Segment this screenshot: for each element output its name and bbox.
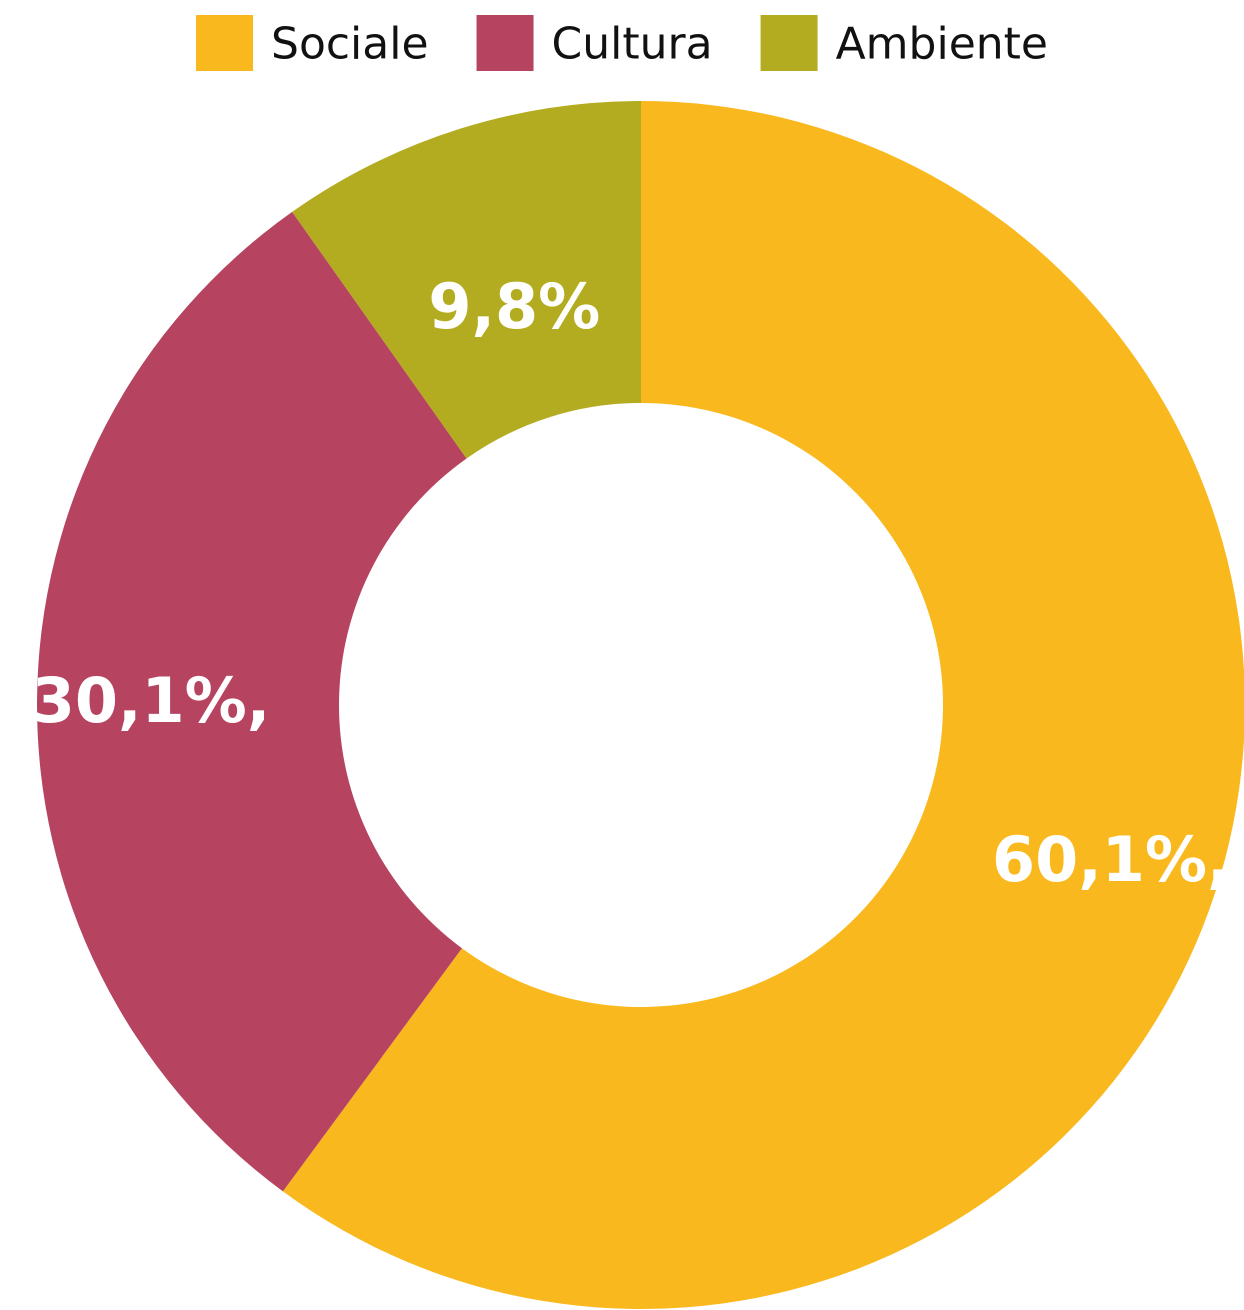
legend-item-ambiente: Ambiente [760, 15, 1048, 71]
slice-cultura [37, 211, 467, 1192]
legend-item-sociale: Sociale [196, 15, 429, 71]
data-label-cultura: 30,1%, [32, 664, 271, 737]
slice-ambiente [292, 101, 641, 459]
legend-label-cultura: Cultura [552, 19, 713, 70]
data-label-ambiente: 9,8% [428, 270, 600, 343]
legend-swatch-ambiente [760, 15, 818, 71]
legend-label-ambiente: Ambiente [836, 19, 1048, 70]
legend-label-sociale: Sociale [271, 19, 429, 70]
legend-item-cultura: Cultura [476, 15, 713, 71]
chart-data-labels: 60,1%, 30,1%, 9,8% [32, 270, 1231, 896]
chart-slices [37, 101, 1244, 1309]
slice-sociale [282, 101, 1244, 1309]
data-label-sociale: 60,1%, [992, 823, 1231, 896]
legend-swatch-cultura [476, 15, 534, 71]
legend-swatch-sociale [196, 15, 254, 71]
chart-legend: Sociale Cultura Ambiente [196, 15, 1048, 71]
